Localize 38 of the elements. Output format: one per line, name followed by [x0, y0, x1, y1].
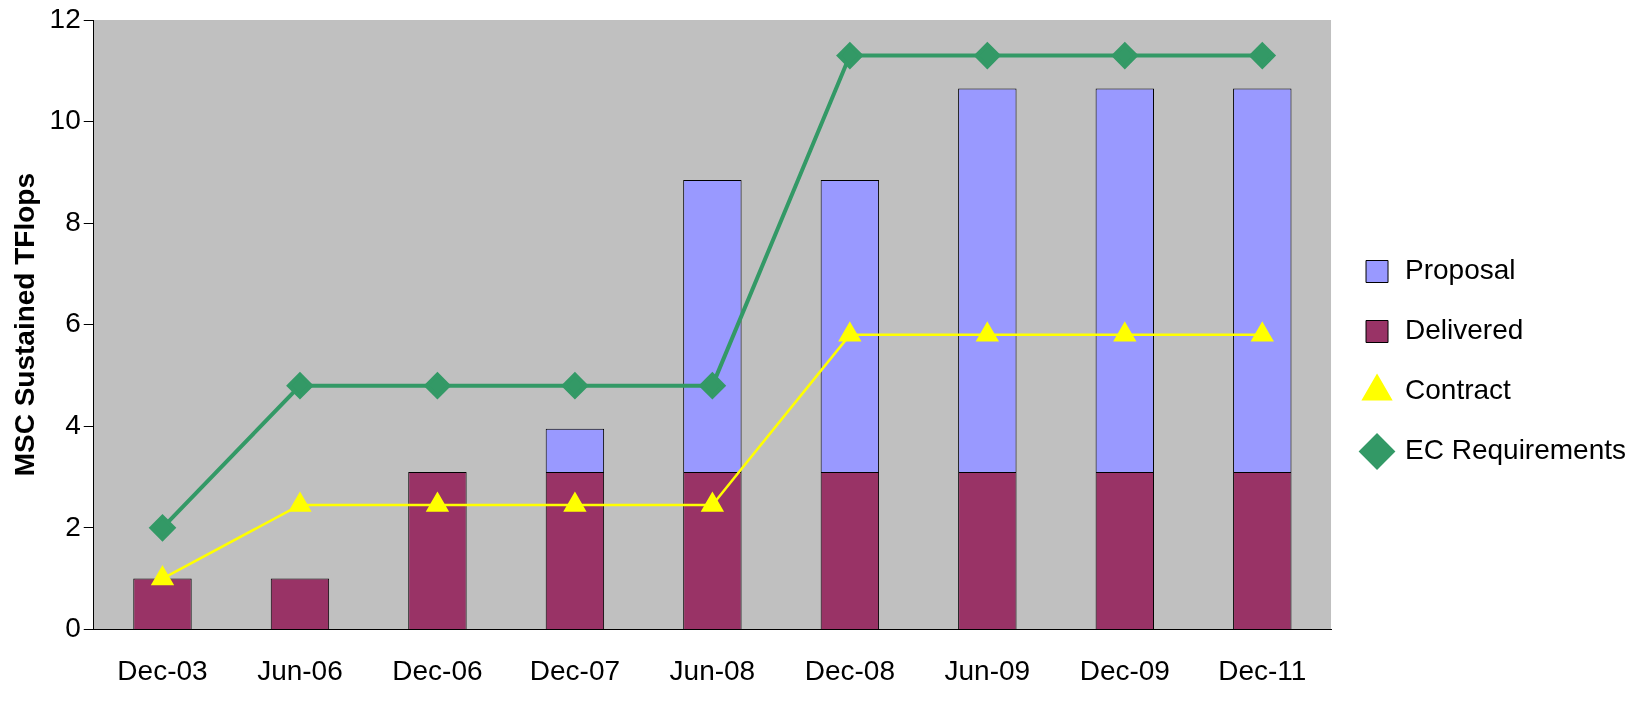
y-tick-label: 0 — [65, 612, 81, 644]
x-tick-label: Dec-11 — [1218, 654, 1307, 686]
x-tick-label: Jun-08 — [669, 654, 756, 686]
x-tick-label: Dec-09 — [1079, 654, 1170, 686]
x-tick-label: Jun-06 — [257, 654, 343, 686]
y-tick-label: 2 — [65, 510, 81, 542]
y-tick-label: 6 — [65, 307, 81, 339]
point — [699, 372, 726, 399]
point — [564, 492, 586, 512]
point — [424, 372, 451, 399]
point — [426, 492, 449, 512]
point — [151, 566, 174, 586]
x-tick-label: Dec-03 — [117, 654, 208, 686]
point — [1111, 42, 1138, 69]
point — [836, 42, 863, 69]
x-tick-label: Dec-06 — [392, 654, 483, 686]
point — [701, 492, 724, 512]
x-tick-label: Dec-08 — [804, 654, 895, 686]
y-tick-label: 4 — [65, 408, 81, 440]
y-tick-label: 12 — [49, 2, 81, 34]
point — [1249, 42, 1276, 69]
x-tick-label: Dec-07 — [529, 654, 621, 686]
point — [839, 322, 861, 342]
point — [289, 492, 311, 512]
point — [286, 372, 313, 399]
y-tick-label: 8 — [65, 205, 81, 237]
legend-label: Proposal — [1405, 254, 1516, 286]
legend-label: EC Requirements — [1405, 434, 1627, 466]
point — [976, 322, 999, 342]
y-axis-title: MSC Sustained TFlops — [8, 173, 40, 477]
legend-label: Contract — [1405, 374, 1512, 406]
point — [561, 372, 588, 399]
legend-label: Delivered — [1405, 314, 1524, 346]
point — [974, 42, 1001, 69]
point — [1251, 322, 1274, 342]
y-tick-label: 10 — [49, 104, 81, 136]
point — [1114, 322, 1136, 342]
x-tick-label: Jun-09 — [944, 654, 1031, 686]
